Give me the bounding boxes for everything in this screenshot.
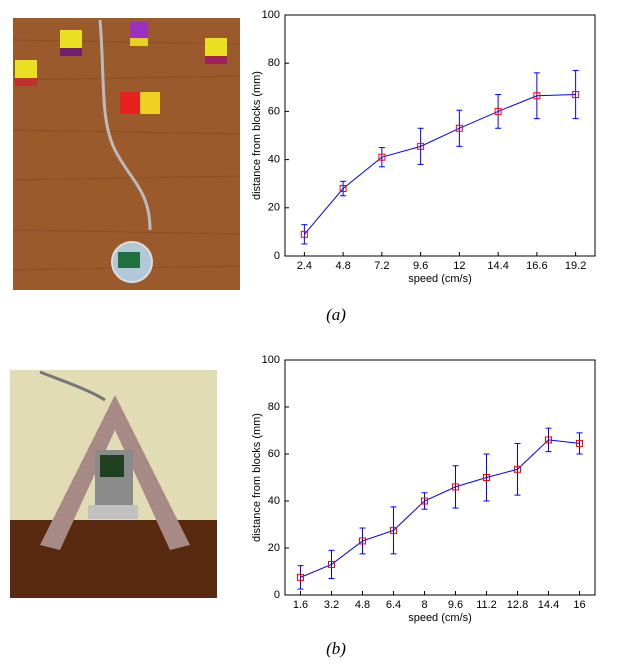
data-line [300, 439, 580, 578]
x-axis-label: speed (cm/s) [408, 273, 472, 285]
x-tick-label: 14.4 [538, 599, 559, 611]
x-tick-label: 16.6 [526, 260, 547, 272]
error-bar [301, 224, 308, 245]
error-bar [495, 94, 502, 129]
y-tick-label: 40 [268, 154, 280, 166]
error-bar [572, 69, 579, 120]
x-tick-label: 12.8 [507, 599, 528, 611]
photo-a [12, 18, 241, 290]
photo-b [10, 370, 217, 598]
marker [572, 91, 580, 99]
error-bar [340, 180, 347, 197]
error-bar [483, 453, 490, 502]
x-tick-label: 9.6 [448, 599, 463, 611]
x-tick-label: 12 [453, 260, 465, 272]
x-tick-label: 3.2 [324, 599, 339, 611]
y-tick-label: 100 [262, 9, 280, 21]
marker [390, 526, 397, 534]
plot-frame [284, 359, 596, 596]
error-bar [456, 109, 463, 147]
x-tick-label: 14.4 [487, 260, 508, 272]
marker [533, 92, 541, 100]
marker [328, 560, 335, 568]
y-tick-label: 100 [262, 354, 280, 366]
error-bar [297, 565, 304, 590]
error-bar [417, 127, 424, 165]
marker [483, 474, 490, 481]
y-axis-label: distance from blocks (mm) [251, 413, 263, 542]
marker [359, 537, 366, 545]
caption: (b) [326, 639, 346, 658]
marker [417, 142, 425, 150]
error-bar [390, 506, 397, 555]
y-axis-label: distance from blocks (mm) [251, 71, 263, 200]
x-tick-label: 4.8 [355, 599, 370, 611]
marker [494, 107, 502, 115]
x-tick-label: 19.2 [565, 260, 586, 272]
error-bar [576, 432, 583, 455]
plot-frame [284, 14, 596, 257]
marker [576, 439, 583, 447]
y-tick-label: 80 [268, 57, 280, 69]
x-tick-label: 8 [421, 599, 427, 611]
x-tick-label: 7.2 [374, 260, 389, 272]
y-tick-label: 80 [268, 401, 280, 413]
marker [452, 483, 459, 491]
marker [421, 497, 428, 505]
x-tick-label: 2.4 [297, 260, 312, 272]
x-tick-label: 6.4 [386, 599, 401, 611]
marker [545, 436, 552, 444]
y-tick-label: 60 [268, 448, 280, 460]
marker [300, 230, 308, 238]
x-tick-label: 16 [573, 599, 585, 611]
y-tick-label: 20 [268, 202, 280, 214]
error-bar [328, 549, 335, 580]
error-bar [421, 492, 428, 510]
marker [378, 153, 386, 161]
data-line [303, 94, 576, 235]
error-bar [533, 72, 540, 120]
x-axis-label: speed (cm/s) [408, 612, 472, 624]
error-bar [359, 527, 366, 555]
x-tick-label: 4.8 [335, 260, 350, 272]
y-tick-label: 20 [268, 542, 280, 554]
x-tick-label: 9.6 [413, 260, 428, 272]
marker [455, 124, 463, 132]
error-bar [545, 427, 552, 453]
x-tick-label: 1.6 [293, 599, 308, 611]
x-tick-label: 11.2 [476, 599, 497, 611]
y-tick-label: 60 [268, 105, 280, 117]
y-tick-label: 0 [274, 250, 280, 262]
caption: (a) [326, 305, 346, 324]
error-bar [378, 147, 385, 168]
error-bar [452, 465, 459, 509]
marker [297, 573, 304, 581]
y-tick-label: 40 [268, 495, 280, 507]
marker [339, 185, 347, 193]
marker [514, 465, 521, 473]
y-tick-label: 0 [274, 589, 280, 601]
error-bar [514, 442, 521, 496]
